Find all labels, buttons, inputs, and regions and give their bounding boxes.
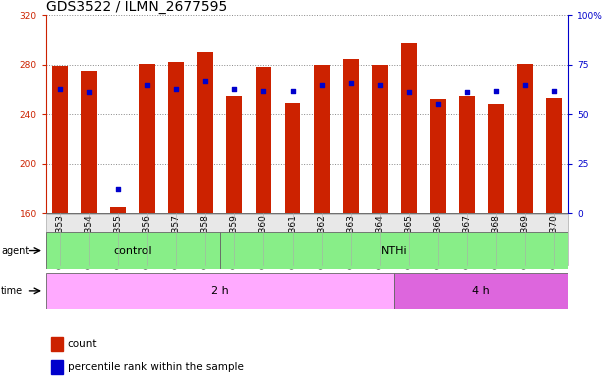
Point [346,79,356,86]
Point [84,89,94,96]
Bar [394,273,568,309]
Text: GDS3522 / ILMN_2677595: GDS3522 / ILMN_2677595 [46,0,227,14]
Bar [517,64,533,213]
Point [462,89,472,96]
Bar [285,103,301,213]
Bar [81,71,97,213]
Bar [546,98,562,213]
Point [142,81,152,88]
Point [316,81,326,88]
Bar [313,65,329,213]
Bar [343,59,359,213]
Point [549,88,558,94]
Bar [488,104,503,213]
Bar [46,273,394,309]
Text: percentile rank within the sample: percentile rank within the sample [68,362,244,372]
Point [491,88,500,94]
Text: control: control [114,245,152,256]
Point [258,88,268,94]
Point [404,89,414,96]
Bar [51,337,62,351]
Bar [197,53,213,213]
Text: NTHi: NTHi [381,245,408,256]
Bar [459,96,475,213]
Bar [401,43,417,213]
Point [375,81,384,88]
Bar [111,207,126,213]
Bar [169,62,185,213]
Bar [220,232,568,269]
Point [288,88,298,94]
Bar [430,99,445,213]
Bar [53,66,68,213]
Text: count: count [68,339,97,349]
Text: 4 h: 4 h [472,286,490,296]
Bar [46,232,220,269]
Bar [371,65,387,213]
Text: agent: agent [1,245,29,256]
Point [172,86,181,92]
Point [200,78,210,84]
Point [230,86,240,92]
Point [433,101,442,108]
Bar [255,67,271,213]
Text: time: time [1,286,23,296]
Bar [139,64,155,213]
Point [520,81,530,88]
Bar [227,96,243,213]
Text: 2 h: 2 h [211,286,229,296]
Point [114,186,123,192]
Point [56,86,65,92]
Bar [51,360,62,374]
